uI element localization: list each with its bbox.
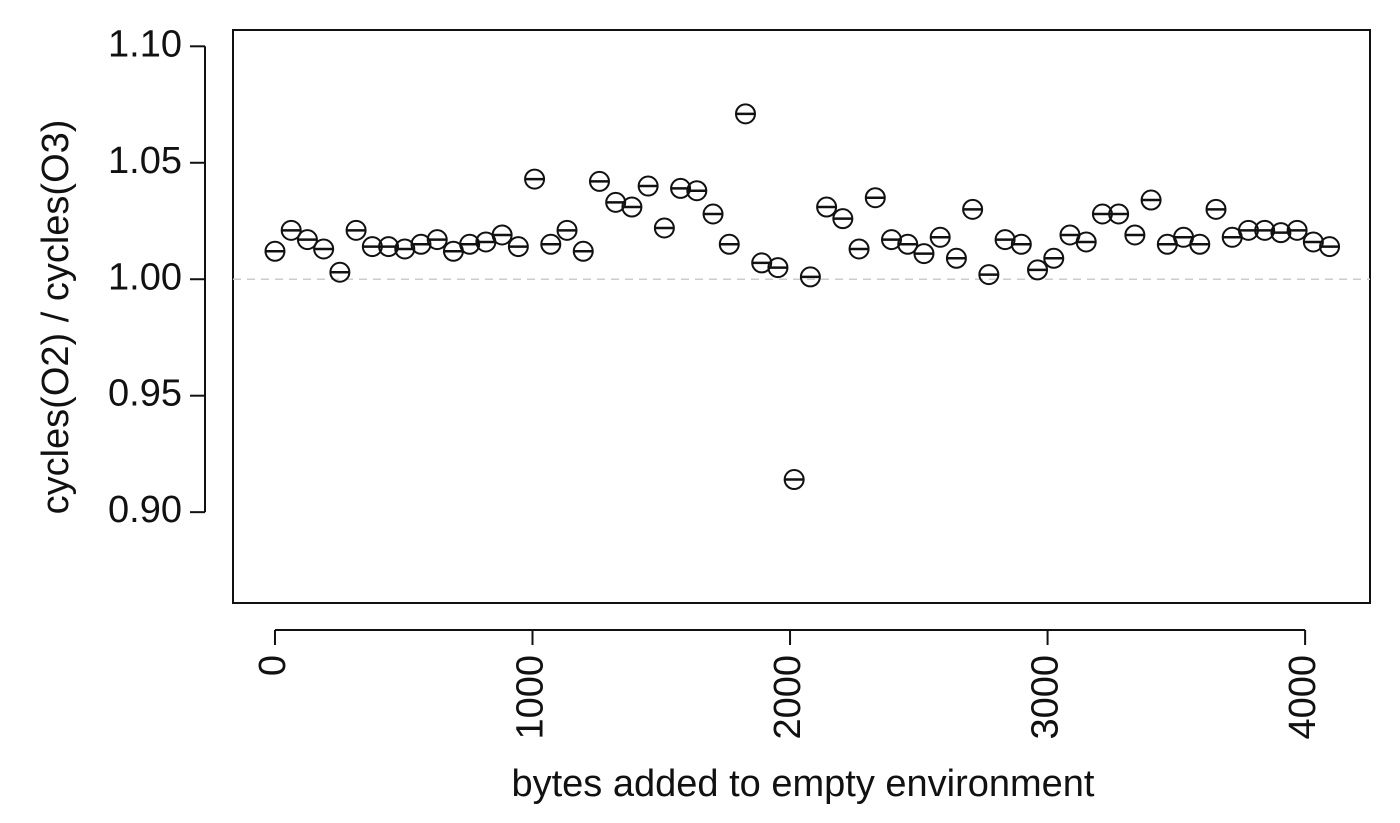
point <box>783 469 805 491</box>
point <box>913 243 935 265</box>
point <box>1254 219 1276 241</box>
point <box>426 229 448 251</box>
point <box>1027 259 1049 281</box>
point <box>345 219 367 241</box>
point <box>264 240 286 262</box>
point <box>1010 233 1032 255</box>
point <box>540 233 562 255</box>
y-tick-label: 0.90 <box>108 489 182 531</box>
point <box>945 247 967 269</box>
point <box>524 168 546 190</box>
x-tick-label: 2000 <box>767 655 809 740</box>
point <box>410 233 432 255</box>
x-tick-label: 1000 <box>510 655 552 740</box>
point <box>929 226 951 248</box>
y-tick-label: 1.05 <box>108 140 182 182</box>
point <box>296 229 318 251</box>
point <box>491 224 513 246</box>
point <box>621 196 643 218</box>
point <box>718 233 740 255</box>
point <box>1319 236 1341 258</box>
point <box>1205 198 1227 220</box>
point <box>767 257 789 279</box>
point <box>329 261 351 283</box>
x-tick-label: 3000 <box>1025 655 1067 740</box>
point <box>313 238 335 260</box>
point <box>378 236 400 258</box>
point <box>686 180 708 202</box>
y-tick-label: 0.95 <box>108 373 182 415</box>
point <box>1270 222 1292 244</box>
point <box>978 264 1000 286</box>
point <box>1302 231 1324 253</box>
point <box>994 229 1016 251</box>
point <box>588 170 610 192</box>
point <box>280 219 302 241</box>
point <box>507 236 529 258</box>
x-axis-label: bytes added to empty environment <box>511 763 1094 805</box>
y-tick-label: 1.10 <box>108 23 182 65</box>
point <box>653 217 675 239</box>
point <box>816 196 838 218</box>
point <box>881 229 903 251</box>
point <box>897 233 919 255</box>
point <box>799 266 821 288</box>
point <box>702 203 724 225</box>
point <box>864 187 886 209</box>
point <box>1189 233 1211 255</box>
point <box>1286 219 1308 241</box>
y-axis-label: cycles(O2) / cycles(O3) <box>35 120 77 515</box>
point <box>1075 231 1097 253</box>
point <box>394 238 416 260</box>
point <box>848 238 870 260</box>
x-tick-label: 4000 <box>1282 655 1324 740</box>
point <box>962 198 984 220</box>
plot-frame <box>232 29 1371 604</box>
point <box>751 252 773 274</box>
point <box>572 240 594 262</box>
point <box>556 219 578 241</box>
point <box>1108 203 1130 225</box>
y-tick-label: 1.00 <box>108 256 182 298</box>
x-tick-label: 0 <box>252 655 294 676</box>
point <box>605 191 627 213</box>
point <box>1140 189 1162 211</box>
point <box>832 208 854 230</box>
point <box>670 177 692 199</box>
point <box>734 103 756 125</box>
point <box>1043 247 1065 269</box>
point <box>637 175 659 197</box>
point <box>1124 224 1146 246</box>
point <box>459 233 481 255</box>
